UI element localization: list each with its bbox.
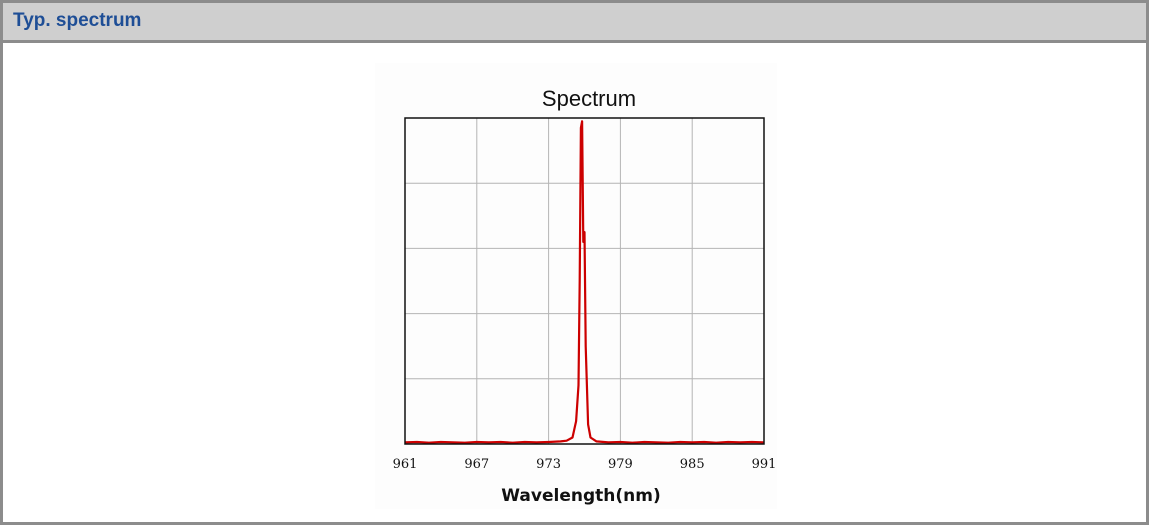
plot-frame (404, 117, 765, 445)
panel-header: Typ. spectrum (3, 3, 1146, 43)
x-tick-label: 985 (680, 457, 705, 472)
spectrum-series-line (404, 120, 765, 444)
x-tick-label: 991 (752, 457, 777, 472)
series-layer (404, 120, 765, 444)
x-tick-labels: 961 967 973 979 985 991 (393, 457, 777, 472)
chart-title: Spectrum (542, 86, 636, 111)
spectrum-figure: Spectrum 961 967 973 979 985 991 Wavelength(n… (375, 63, 777, 509)
x-tick-label: 973 (536, 457, 561, 472)
x-tick-label: 979 (608, 457, 633, 472)
x-axis-label: Wavelength(nm) (501, 486, 660, 506)
panel-title: Typ. spectrum (13, 10, 142, 31)
spectrum-chart: Spectrum 961 967 973 979 985 991 Wavelength(n… (393, 86, 777, 506)
x-tick-label: 961 (393, 457, 418, 472)
x-tick-label: 967 (464, 457, 489, 472)
